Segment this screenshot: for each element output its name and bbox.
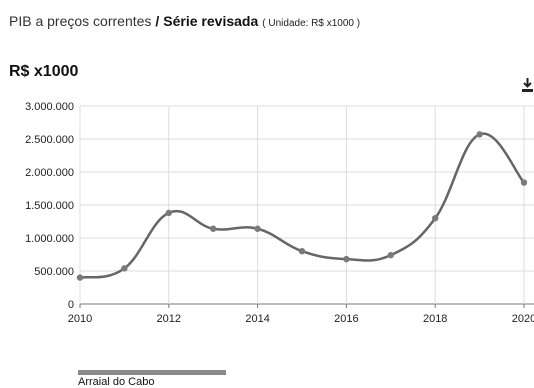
chart-subtitle: Série revisada: [163, 13, 259, 29]
title-separator: /: [155, 13, 160, 29]
legend-swatch[interactable]: [78, 370, 226, 375]
data-point[interactable]: [210, 225, 217, 232]
data-point[interactable]: [76, 274, 84, 281]
y-tick-label: 1.500.000: [25, 200, 74, 212]
series-layer: [76, 131, 528, 281]
data-point[interactable]: [387, 251, 394, 259]
chart-header: PIB a preços correntes / Série revisada( U…: [9, 13, 360, 29]
y-axis-ticks: 0 500.000 1.000.000 1.500.000 2.000.000 2.500…: [25, 101, 74, 311]
data-point[interactable]: [343, 255, 350, 263]
data-point[interactable]: [298, 248, 306, 255]
chart-title: PIB a preços correntes: [9, 13, 152, 29]
x-tick-label: 2016: [334, 313, 358, 325]
x-tick-label: 2018: [423, 313, 447, 325]
x-tick-label: 2020: [512, 313, 534, 325]
data-point[interactable]: [121, 265, 128, 272]
y-tick-label: 0: [68, 299, 74, 311]
data-point[interactable]: [432, 215, 439, 222]
legend[interactable]: Arraial do Cabo: [78, 370, 226, 388]
y-tick-label: 2.500.000: [25, 134, 74, 146]
data-point[interactable]: [165, 209, 172, 217]
y-tick-label: 500.000: [34, 266, 74, 278]
data-point[interactable]: [476, 131, 483, 138]
line-chart: 0 500.000 1.000.000 1.500.000 2.000.000 2.500…: [25, 101, 534, 325]
x-axis-ticks: 2010 2012 2014 2016 2018 2020: [68, 304, 534, 325]
x-tick-label: 2014: [245, 313, 269, 325]
data-point[interactable]: [254, 225, 261, 232]
y-tick-label: 3.000.000: [25, 101, 74, 113]
unit-note: ( Unidade: R$ x1000 ): [262, 18, 361, 29]
x-tick-label: 2010: [68, 313, 92, 325]
legend-label[interactable]: Arraial do Cabo: [78, 376, 155, 388]
y-axis-title: R$ x1000: [9, 63, 79, 80]
x-tick-label: 2012: [157, 313, 181, 325]
data-point[interactable]: [520, 179, 528, 186]
y-tick-label: 2.000.000: [25, 167, 74, 179]
grid-lines: [79, 105, 534, 305]
series-line[interactable]: [79, 132, 525, 279]
y-tick-label: 1.000.000: [25, 233, 74, 245]
download-icon[interactable]: [521, 77, 534, 93]
